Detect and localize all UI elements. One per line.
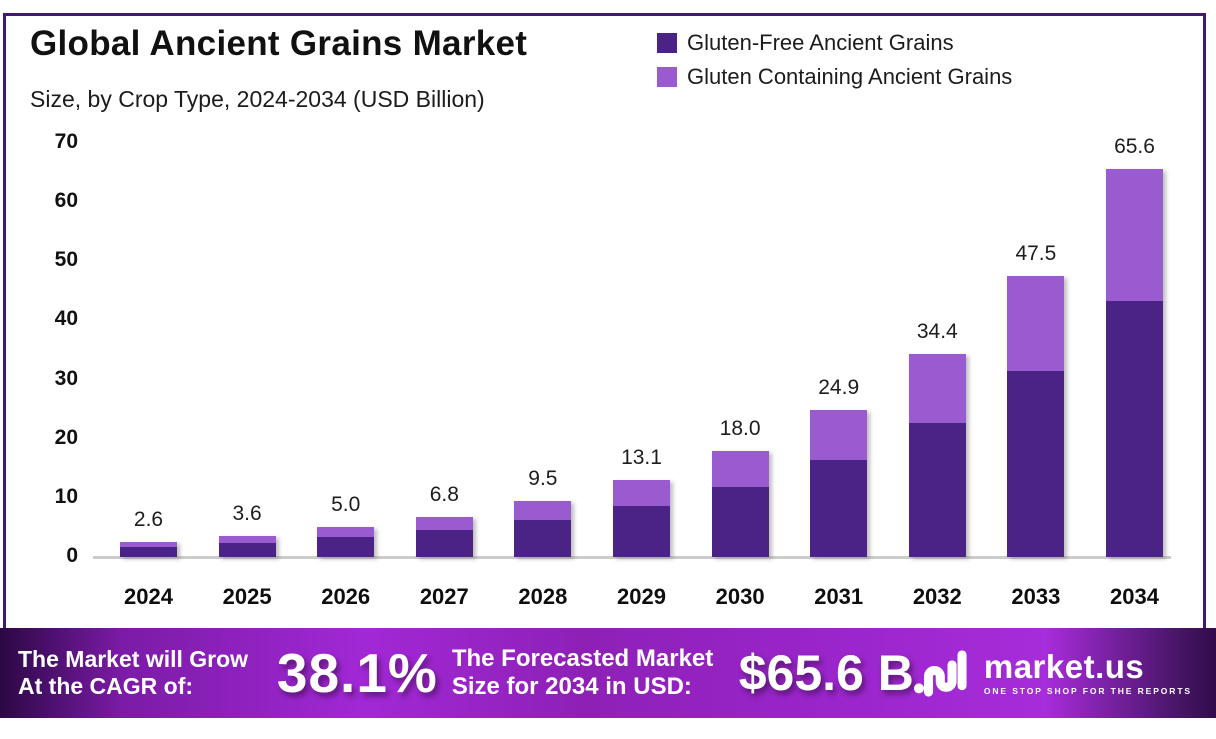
chart-title: Global Ancient Grains Market <box>30 24 528 63</box>
legend-item-gluten-containing: Gluten Containing Ancient Grains <box>657 64 1012 90</box>
bar-2024 <box>120 541 177 557</box>
y-axis-tick-40: 40 <box>54 307 78 331</box>
cagr-value: 38.1% <box>276 642 438 704</box>
bar-segment-gluten-containing-2034 <box>1106 169 1163 301</box>
market-us-logo: market.us ONE STOP SHOP FOR THE REPORTS <box>913 649 1192 697</box>
bar-segment-gluten-free-2030 <box>711 486 769 557</box>
bar-segment-gluten-free-2025 <box>218 542 276 557</box>
chart-subtitle: Size, by Crop Type, 2024-2034 (USD Billi… <box>30 86 485 112</box>
x-axis-label-2029: 2029 <box>617 584 666 609</box>
bar-total-label-2033: 47.5 <box>1015 242 1057 266</box>
forecast-label-line2: Size for 2034 in USD: <box>451 673 692 700</box>
bar-total-label-2025: 3.6 <box>232 501 262 525</box>
legend-swatch-gluten-free-icon <box>657 33 677 53</box>
brand-text: market.us ONE STOP SHOP FOR THE REPORTS <box>984 650 1192 696</box>
cagr-label-line1: The Market will Grow <box>18 645 249 672</box>
bar-segment-gluten-free-2033 <box>1007 371 1065 557</box>
bar-total-label-2034: 65.6 <box>1114 135 1155 159</box>
bar-segment-gluten-containing-2028 <box>514 500 572 520</box>
brand-tagline: ONE STOP SHOP FOR THE REPORTS <box>983 686 1192 697</box>
bar-2033 <box>1007 276 1065 557</box>
y-axis-tick-20: 20 <box>54 425 78 449</box>
bar-segment-gluten-containing-2032 <box>908 353 966 423</box>
y-axis-tick-30: 30 <box>54 366 78 390</box>
bottom-banner: The Market will Grow At the CAGR of: 38.… <box>0 628 1216 718</box>
y-axis-tick-10: 10 <box>54 484 78 508</box>
y-axis-tick-70: 70 <box>54 130 78 153</box>
x-axis-line <box>93 556 1171 559</box>
x-axis-label-2026: 2026 <box>321 584 371 609</box>
brand-name: market.us <box>983 648 1145 686</box>
bar-segment-gluten-free-2032 <box>908 422 966 557</box>
bar-segment-gluten-free-2031 <box>810 459 868 557</box>
bar-total-label-2030: 18.0 <box>719 416 761 440</box>
x-axis-label-2030: 2030 <box>715 584 765 609</box>
bar-segment-gluten-free-2027 <box>415 530 473 557</box>
x-axis-label-2033: 2033 <box>1011 584 1061 609</box>
bar-segment-gluten-free-2034 <box>1106 300 1163 557</box>
bar-segment-gluten-free-2026 <box>317 537 375 557</box>
bar-2026 <box>317 527 375 557</box>
legend-item-gluten-free: Gluten-Free Ancient Grains <box>657 30 1012 56</box>
bar-total-label-2032: 34.4 <box>916 319 958 343</box>
bar-2034 <box>1106 169 1163 557</box>
bar-segment-gluten-free-2028 <box>514 519 572 557</box>
chart-frame <box>3 13 1206 687</box>
bar-2029 <box>613 479 670 557</box>
bar-segment-gluten-containing-2033 <box>1007 276 1065 372</box>
forecast-value: $65.6 B <box>738 645 914 701</box>
bar-total-label-2026: 5.0 <box>331 493 361 517</box>
bar-2028 <box>514 500 572 557</box>
x-axis-label-2025: 2025 <box>222 584 272 609</box>
bar-total-label-2031: 24.9 <box>818 375 860 399</box>
bar-segment-gluten-free-2029 <box>613 506 670 557</box>
x-axis-label-2024: 2024 <box>124 584 173 609</box>
legend-label: Gluten-Free Ancient Grains <box>687 30 954 55</box>
y-axis-tick-0: 0 <box>66 544 78 567</box>
bar-segment-gluten-containing-2031 <box>810 409 868 460</box>
y-axis-tick-50: 50 <box>54 248 78 272</box>
market-us-logo-icon <box>913 650 967 697</box>
legend: Gluten-Free Ancient Grains Gluten Contai… <box>657 30 1012 90</box>
bar-2031 <box>810 409 868 557</box>
bar-segment-gluten-containing-2027 <box>415 516 473 531</box>
x-axis-label-2034: 2034 <box>1110 584 1159 609</box>
x-axis-label-2032: 2032 <box>912 584 962 609</box>
bar-total-label-2024: 2.6 <box>133 507 164 531</box>
cagr-label: The Market will Grow At the CAGR of: <box>18 646 271 700</box>
bar-segment-gluten-containing-2029 <box>613 479 670 507</box>
x-axis-label-2031: 2031 <box>814 584 864 609</box>
bar-segment-gluten-containing-2024 <box>120 541 177 547</box>
bar-segment-gluten-containing-2025 <box>218 535 276 543</box>
legend-label: Gluten Containing Ancient Grains <box>687 64 1013 89</box>
bar-2027 <box>415 516 473 557</box>
bar-total-label-2028: 9.5 <box>528 466 558 490</box>
bar-2030 <box>711 450 769 557</box>
legend-swatch-gluten-containing-icon <box>657 67 677 87</box>
x-axis-label-2028: 2028 <box>518 584 568 609</box>
y-axis-tick-60: 60 <box>54 189 78 213</box>
bar-segment-gluten-containing-2030 <box>711 450 769 487</box>
bar-segment-gluten-free-2024 <box>120 546 177 557</box>
cagr-label-line2: At the CAGR of: <box>18 673 194 699</box>
bar-2025 <box>218 535 276 557</box>
bar-2032 <box>908 353 966 557</box>
forecast-label-line1: The Forecasted Market <box>451 645 714 673</box>
x-axis-label-2027: 2027 <box>419 584 469 609</box>
bar-total-label-2029: 13.1 <box>621 445 662 469</box>
forecast-label: The Forecasted Market Size for 2034 in U… <box>452 645 731 700</box>
bar-total-label-2027: 6.8 <box>429 482 459 506</box>
bar-segment-gluten-containing-2026 <box>317 527 375 538</box>
